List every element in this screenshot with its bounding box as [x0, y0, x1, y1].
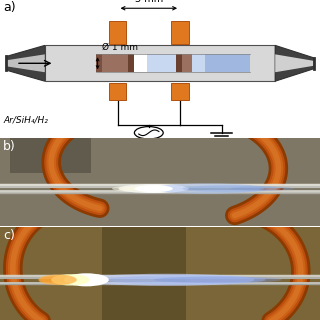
Bar — [171, 20, 189, 44]
Ellipse shape — [152, 183, 264, 194]
Ellipse shape — [106, 275, 266, 284]
Bar — [182, 54, 192, 72]
Polygon shape — [275, 54, 314, 72]
Bar — [171, 83, 189, 100]
Ellipse shape — [154, 276, 282, 283]
Ellipse shape — [182, 185, 278, 192]
Text: Ar/SiH₄/H₂: Ar/SiH₄/H₂ — [3, 115, 48, 124]
Ellipse shape — [122, 187, 147, 190]
Bar — [128, 54, 134, 72]
Ellipse shape — [78, 274, 254, 286]
Bar — [109, 83, 126, 100]
Polygon shape — [6, 54, 45, 72]
Ellipse shape — [64, 273, 109, 286]
Ellipse shape — [112, 185, 170, 192]
Ellipse shape — [134, 185, 173, 192]
Text: Ø 1 mm: Ø 1 mm — [102, 43, 139, 52]
Polygon shape — [275, 45, 314, 81]
Polygon shape — [6, 45, 45, 81]
Bar — [45, 45, 275, 81]
Text: c): c) — [3, 229, 15, 242]
Ellipse shape — [118, 184, 189, 193]
Bar — [96, 54, 134, 72]
Bar — [109, 20, 126, 44]
Text: 3 mm: 3 mm — [135, 0, 163, 4]
Bar — [147, 54, 205, 72]
Ellipse shape — [38, 275, 77, 285]
Text: b): b) — [3, 140, 16, 153]
Text: a): a) — [3, 1, 16, 14]
Bar — [96, 54, 102, 72]
Bar — [176, 54, 182, 72]
Ellipse shape — [40, 276, 88, 284]
Bar — [134, 54, 147, 72]
Ellipse shape — [230, 187, 294, 191]
Ellipse shape — [51, 274, 90, 285]
Text: 13.56 MHz: 13.56 MHz — [123, 143, 175, 153]
Bar — [205, 54, 250, 72]
